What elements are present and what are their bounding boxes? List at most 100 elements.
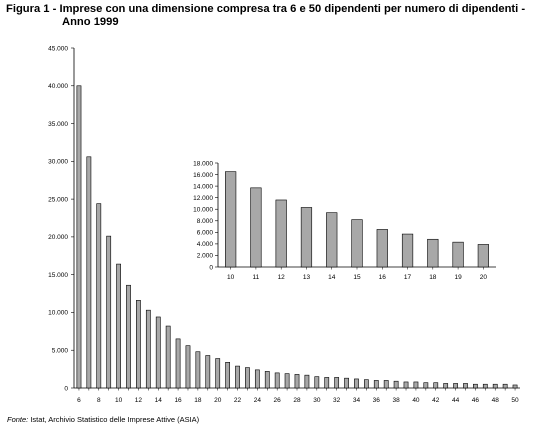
main-y-tick-label: 5.000	[52, 348, 69, 355]
source-note: Fonte: Istat, Archivio Statistico delle …	[7, 415, 199, 424]
inset-y-tick-label: 6.000	[197, 230, 214, 237]
main-bar	[235, 365, 240, 389]
main-bar	[314, 376, 320, 389]
main-bar	[512, 384, 518, 389]
main-bar	[492, 383, 498, 389]
main-y-tick-label: 40.000	[48, 83, 68, 90]
main-bar	[145, 309, 151, 389]
main-y-tick-label: 20.000	[48, 234, 68, 241]
main-x-tick-label: 40	[412, 397, 420, 404]
main-bar	[443, 383, 449, 389]
main-bar	[383, 380, 389, 389]
main-bar	[195, 351, 201, 389]
main-bar	[423, 382, 429, 389]
main-bar	[482, 383, 488, 389]
inset-x-tick-label: 16	[379, 274, 387, 281]
inset-y-tick-label: 18.000	[193, 160, 213, 167]
main-bar	[453, 383, 458, 389]
inset-x-tick-label: 18	[429, 274, 437, 281]
inset-y-tick-label: 0	[209, 264, 213, 271]
inset-bar	[401, 233, 414, 268]
inset-x-tick-label: 11	[253, 274, 260, 281]
main-y-tick-label: 10.000	[48, 310, 68, 317]
main-bar	[463, 383, 468, 389]
inset-bar	[427, 238, 439, 268]
main-x-tick-label: 32	[333, 397, 341, 404]
main-x-tick-label: 44	[452, 397, 460, 404]
inset-y-tick-label: 8.000	[197, 218, 214, 225]
main-x-tick-label: 36	[373, 397, 381, 404]
main-x-tick-label: 10	[115, 397, 123, 404]
inset-bar-chart: 0 2.000 4.000 6.000 8.000 10.000 12.000 14.000 1…	[193, 160, 496, 281]
inset-bar	[326, 212, 338, 268]
main-bar	[165, 325, 171, 389]
main-x-tick-label: 12	[135, 397, 143, 404]
main-x-tick-label: 48	[492, 397, 500, 404]
main-x-tick-label: 50	[511, 397, 519, 404]
main-x-tick-label: 46	[472, 397, 480, 404]
main-bar	[116, 263, 121, 389]
main-x-tick-label: 22	[234, 397, 242, 404]
main-x-tick-label: 26	[274, 397, 282, 404]
chart-title-line1: Figura 1 - Imprese con una dimensione co…	[6, 3, 526, 15]
main-x-tick-label: 16	[174, 397, 182, 404]
source-prefix: Fonte:	[7, 415, 29, 424]
source-text: Istat, Archivio Statistico delle Imprese…	[28, 415, 200, 424]
inset-x-tick-label: 13	[303, 274, 311, 281]
main-x-tick-label: 30	[313, 397, 321, 404]
main-x-tick-label: 28	[293, 397, 301, 404]
main-bar	[254, 369, 260, 389]
inset-y-tick-label: 2.000	[197, 253, 214, 260]
inset-x-tick-label: 20	[480, 274, 488, 281]
main-bar	[215, 358, 221, 389]
main-bar-chart: 0 5.000 10.000 15.000 20.000 25.000 30.000 35.0…	[48, 45, 520, 404]
main-x-tick-label: 24	[254, 397, 262, 404]
inset-y-tick-label: 14.000	[193, 183, 213, 190]
main-y-tick-label: 25.000	[48, 196, 68, 203]
main-bar	[205, 355, 211, 389]
inset-bar	[225, 171, 237, 268]
main-bar	[344, 377, 349, 389]
main-bar	[473, 383, 478, 389]
inset-y-tick-label: 16.000	[193, 172, 213, 179]
main-y-tick-label: 45.000	[48, 45, 68, 52]
inset-x-tick-label: 19	[454, 274, 462, 281]
main-bar	[354, 378, 359, 389]
inset-bar	[351, 219, 363, 268]
main-x-tick-label: 42	[432, 397, 440, 404]
main-bar	[284, 373, 290, 389]
main-x-tick-label: 38	[392, 397, 400, 404]
main-bar	[393, 380, 399, 389]
main-x-tick-label: 20	[214, 397, 222, 404]
main-bar	[304, 374, 310, 389]
main-x-tick-label: 18	[194, 397, 202, 404]
main-bar	[274, 372, 280, 389]
main-bar	[334, 377, 340, 389]
main-bar	[433, 382, 439, 389]
main-bar	[413, 381, 419, 389]
main-bar	[245, 367, 250, 389]
main-y-tick-label: 15.000	[48, 272, 68, 279]
inset-y-tick-label: 12.000	[193, 195, 213, 202]
main-bar	[225, 362, 231, 389]
main-bar	[373, 380, 379, 389]
inset-x-tick-label: 14	[328, 274, 336, 281]
inset-bar	[275, 199, 287, 268]
main-bar	[324, 377, 330, 389]
main-bar	[363, 379, 369, 389]
main-bar	[403, 381, 409, 389]
inset-y-tick-label: 4.000	[197, 241, 214, 248]
inset-bar	[452, 241, 464, 268]
main-bar	[294, 374, 300, 389]
main-y-tick-label: 30.000	[48, 159, 68, 166]
main-bar	[502, 383, 508, 389]
main-bar	[86, 156, 92, 389]
main-bar	[264, 371, 270, 389]
main-bar	[175, 338, 181, 389]
inset-x-tick-label: 15	[353, 274, 361, 281]
inset-bar	[376, 229, 388, 268]
chart-title: Figura 1 - Imprese con una dimensione co…	[6, 3, 554, 29]
chart-title-line2: Anno 1999	[62, 16, 119, 28]
main-bar	[76, 85, 82, 389]
